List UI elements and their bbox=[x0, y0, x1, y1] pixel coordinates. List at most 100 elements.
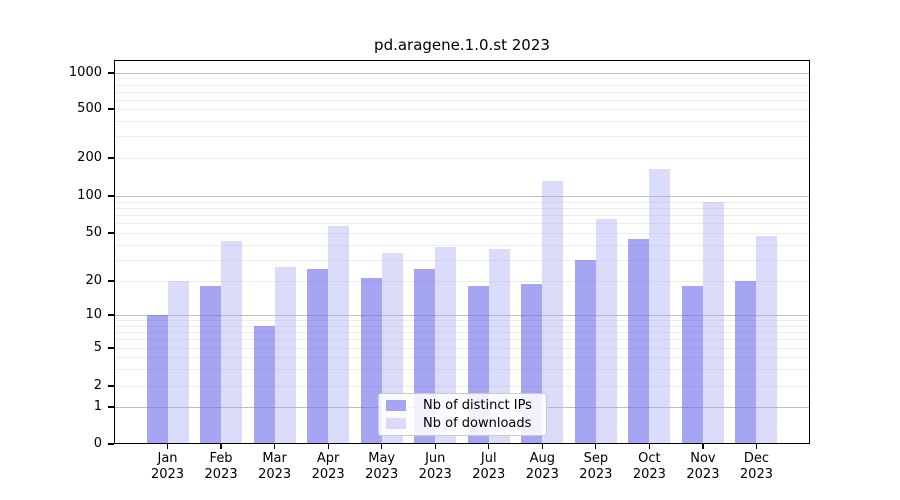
gridline-minor bbox=[114, 233, 810, 234]
x-tick-month: Jun bbox=[425, 451, 446, 466]
x-tick bbox=[755, 444, 758, 449]
x-tick-year: 2023 bbox=[686, 467, 720, 482]
x-tick-label: Jan 2023 bbox=[128, 451, 208, 483]
x-tick-year: 2023 bbox=[525, 467, 559, 482]
gridline-minor bbox=[114, 215, 810, 217]
gridline-minor bbox=[114, 136, 810, 138]
bar-downloads bbox=[328, 226, 350, 444]
x-tick bbox=[220, 444, 222, 449]
x-tick-label: Mar 2023 bbox=[235, 451, 315, 483]
x-tick bbox=[541, 444, 543, 449]
bar-downloads bbox=[221, 240, 243, 444]
legend-swatch-distinct-ips bbox=[386, 400, 406, 412]
gridline-minor bbox=[114, 99, 810, 101]
x-tick-year: 2023 bbox=[150, 467, 185, 482]
gridline-minor bbox=[114, 386, 810, 387]
x-tick bbox=[434, 444, 436, 449]
legend-row: Nb of downloads bbox=[386, 416, 546, 431]
bar-distinct-ips bbox=[735, 281, 757, 444]
x-tick-label: Oct 2023 bbox=[609, 451, 689, 483]
gridline-minor bbox=[114, 259, 810, 261]
y-tick-label: 100 bbox=[77, 188, 102, 203]
gridline-minor bbox=[114, 281, 810, 282]
x-tick bbox=[595, 444, 597, 449]
bar-downloads bbox=[595, 218, 617, 444]
y-tick bbox=[108, 385, 114, 387]
x-tick-year: 2023 bbox=[579, 467, 613, 482]
gridline-minor bbox=[114, 348, 810, 349]
x-tick-label: Nov 2023 bbox=[663, 451, 743, 483]
y-tick-label: 200 bbox=[77, 150, 102, 165]
gridline-minor bbox=[114, 109, 810, 110]
gridline-minor bbox=[114, 158, 810, 159]
gridline-minor bbox=[114, 120, 810, 122]
x-tick bbox=[327, 444, 329, 449]
bar-distinct-ips bbox=[628, 238, 650, 444]
x-tick-label: Jun 2023 bbox=[395, 451, 475, 483]
y-tick-label: 1 bbox=[93, 399, 102, 414]
gridline-minor bbox=[114, 331, 810, 333]
plot-area bbox=[114, 60, 810, 444]
bar-downloads bbox=[756, 236, 778, 444]
y-tick bbox=[108, 157, 114, 159]
x-tick-year: 2023 bbox=[739, 467, 773, 482]
x-tick-month: Apr bbox=[316, 451, 340, 466]
y-tick bbox=[108, 72, 114, 74]
y-tick bbox=[108, 195, 114, 197]
x-tick-year: 2023 bbox=[632, 467, 666, 482]
x-tick bbox=[648, 444, 650, 449]
legend-row: Nb of distinct IPs bbox=[386, 398, 546, 413]
x-tick-month: Sep bbox=[583, 451, 609, 466]
y-tick bbox=[108, 406, 114, 408]
bar-downloads bbox=[167, 281, 189, 444]
x-tick-label: Sep 2023 bbox=[556, 451, 636, 483]
x-tick-year: 2023 bbox=[204, 467, 238, 482]
x-tick-month: Mar bbox=[262, 451, 287, 466]
gridline-minor bbox=[114, 244, 810, 246]
gridline-minor bbox=[114, 369, 810, 371]
legend: Nb of distinct IPs Nb of downloads bbox=[378, 393, 547, 436]
x-tick-year: 2023 bbox=[311, 467, 345, 482]
x-tick-label: May 2023 bbox=[342, 451, 422, 483]
bar-downloads bbox=[274, 267, 296, 444]
bar-downloads bbox=[542, 181, 564, 444]
bar-distinct-ips bbox=[574, 259, 596, 444]
gridline-minor bbox=[114, 339, 810, 341]
gridline-minor bbox=[114, 201, 810, 203]
gridline-minor bbox=[114, 207, 810, 209]
x-tick-month: Oct bbox=[638, 451, 661, 466]
legend-label-downloads: Nb of downloads bbox=[423, 415, 532, 431]
x-tick-month: Aug bbox=[529, 451, 555, 466]
x-tick-label: Feb 2023 bbox=[181, 451, 261, 483]
x-tick-year: 2023 bbox=[418, 467, 452, 482]
x-tick-year: 2023 bbox=[365, 467, 399, 482]
y-tick-label: 20 bbox=[85, 273, 102, 288]
x-tick-label: Jul 2023 bbox=[449, 451, 529, 483]
gridline-minor bbox=[114, 325, 810, 327]
gridline-minor bbox=[114, 320, 810, 322]
x-tick bbox=[274, 444, 276, 449]
y-tick bbox=[108, 280, 114, 282]
y-tick bbox=[108, 443, 114, 445]
x-tick bbox=[702, 444, 704, 449]
y-tick-label: 10 bbox=[85, 307, 102, 322]
legend-label-distinct-ips: Nb of distinct IPs bbox=[423, 398, 532, 414]
bar-distinct-ips bbox=[307, 269, 329, 444]
y-tick-label: 50 bbox=[85, 225, 102, 240]
gridline-minor bbox=[114, 357, 810, 359]
x-tick-month: Jul bbox=[480, 451, 497, 466]
y-tick bbox=[108, 232, 114, 234]
x-tick-month: Jan bbox=[157, 451, 178, 466]
bar-distinct-ips bbox=[360, 278, 382, 444]
x-tick bbox=[488, 444, 490, 449]
bar-distinct-ips bbox=[681, 286, 703, 444]
y-tick-label: 2 bbox=[93, 378, 102, 393]
y-tick-label: 5 bbox=[93, 340, 102, 355]
gridline-major bbox=[114, 315, 810, 316]
bar-downloads bbox=[702, 201, 724, 444]
bar-downloads bbox=[649, 168, 671, 444]
x-tick-month: Feb bbox=[209, 451, 233, 466]
x-tick-month: Nov bbox=[690, 451, 716, 466]
bar-distinct-ips bbox=[146, 315, 168, 444]
